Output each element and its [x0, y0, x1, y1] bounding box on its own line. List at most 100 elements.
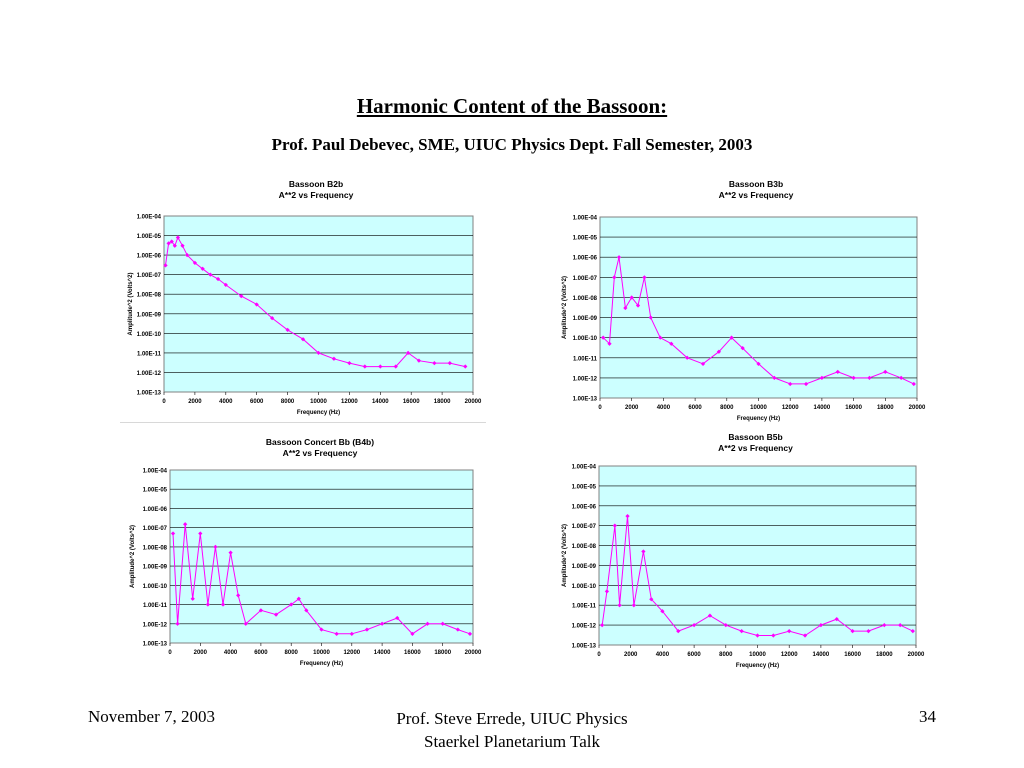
- y-tick-label: 1.00E-05: [573, 236, 598, 242]
- x-tick-label: 4000: [224, 650, 238, 656]
- y-tick-label: 1.00E-13: [143, 642, 168, 648]
- x-tick-label: 20000: [465, 650, 482, 656]
- x-tick-label: 12000: [341, 399, 358, 405]
- data-point: [364, 627, 370, 632]
- x-tick-label: 4000: [219, 399, 233, 405]
- y-tick-label: 1.00E-04: [137, 215, 162, 221]
- data-point: [192, 260, 198, 266]
- data-point: [223, 282, 228, 288]
- data-point: [700, 361, 706, 366]
- x-tick-label: 18000: [876, 652, 893, 658]
- chart-title: Bassoon B3b: [729, 179, 783, 189]
- x-tick-label: 2000: [625, 405, 639, 411]
- y-tick-label: 1.00E-10: [143, 584, 168, 590]
- y-tick-label: 1.00E-12: [573, 376, 598, 382]
- panel-separator: [120, 422, 486, 423]
- footer-page-number: 34: [919, 707, 936, 726]
- data-point: [911, 381, 916, 387]
- x-tick-label: 18000: [434, 399, 451, 405]
- x-tick-label: 16000: [404, 650, 421, 656]
- chart-b2b: Bassoon B2b A**2 vs Frequency 1.00E-04 1.00…: [118, 170, 488, 420]
- y-tick-label: 1.00E-09: [143, 565, 168, 571]
- x-tick-label: 12000: [343, 650, 360, 656]
- x-tick-label: 14000: [374, 650, 391, 656]
- x-tick-label: 8000: [281, 399, 295, 405]
- data-point: [648, 315, 653, 320]
- x-tick-label: 10000: [313, 650, 330, 656]
- y-tick-label: 1.00E-10: [573, 336, 598, 342]
- data-point: [378, 364, 383, 369]
- data-point: [612, 523, 617, 528]
- y-tick-label: 1.00E-10: [137, 332, 162, 338]
- data-point: [215, 276, 221, 282]
- data-point: [772, 375, 777, 381]
- data-point: [756, 361, 761, 366]
- x-tick-label: 18000: [434, 650, 451, 656]
- footer-date: November 7, 2003: [88, 707, 216, 726]
- x-axis-label: Frequency (Hz): [737, 416, 780, 422]
- y-tick-label: 1.00E-07: [573, 276, 598, 282]
- data-point: [463, 364, 468, 369]
- y-tick-label: 1.00E-06: [573, 256, 598, 262]
- y-tick-label: 1.00E-04: [572, 465, 597, 471]
- y-tick-label: 1.00E-11: [137, 351, 162, 357]
- x-tick-label: 6000: [688, 405, 702, 411]
- data-point: [300, 337, 306, 342]
- data-point: [617, 603, 622, 608]
- y-tick-label: 1.00E-13: [137, 391, 162, 397]
- data-point: [166, 241, 171, 246]
- y-tick-label: 1.00E-13: [572, 644, 597, 650]
- data-point: [851, 375, 856, 381]
- data-point: [319, 627, 324, 632]
- footer-venue: Staerkel Planetarium Talk: [423, 732, 600, 751]
- x-tick-label: 10000: [310, 399, 327, 405]
- y-tick-label: 1.00E-12: [137, 371, 162, 377]
- x-tick-label: 4000: [656, 652, 670, 658]
- chart-subtitle: A**2 vs Frequency: [283, 448, 358, 458]
- x-tick-label: 2000: [194, 650, 208, 656]
- data-point: [625, 514, 630, 519]
- chart-title: Bassoon B2b: [289, 179, 343, 189]
- x-axis-label: Frequency (Hz): [297, 410, 340, 416]
- x-tick-label: 20000: [465, 399, 482, 405]
- x-tick-label: 12000: [782, 405, 799, 411]
- data-point: [819, 375, 825, 381]
- x-axis-label: Frequency (Hz): [736, 663, 779, 669]
- x-tick-label: 16000: [845, 405, 862, 411]
- x-tick-label: 0: [162, 399, 166, 405]
- chart-b4b-svg: Bassoon Concert Bb (B4b)A**2 vs Frequenc…: [130, 437, 482, 667]
- x-tick-label: 0: [168, 650, 172, 656]
- x-tick-label: 8000: [719, 652, 733, 658]
- x-tick-label: 2000: [624, 652, 638, 658]
- y-tick-label: 1.00E-06: [137, 254, 162, 260]
- data-point: [755, 633, 760, 638]
- data-point: [600, 622, 605, 628]
- data-point: [208, 272, 213, 277]
- data-point: [455, 627, 460, 632]
- data-point: [331, 356, 337, 361]
- x-tick-label: 20000: [909, 405, 926, 411]
- y-tick-label: 1.00E-08: [143, 545, 168, 551]
- y-tick-label: 1.00E-10: [572, 584, 597, 590]
- data-point: [273, 612, 279, 617]
- slide-subtitle: Prof. Paul Debevec, SME, UIUC Physics De…: [271, 135, 753, 154]
- x-tick-label: 10000: [750, 405, 767, 411]
- data-point: [691, 622, 697, 628]
- y-tick-label: 1.00E-06: [572, 504, 597, 510]
- data-point: [616, 255, 622, 260]
- y-tick-label: 1.00E-09: [572, 564, 597, 570]
- plot-area: [599, 216, 918, 399]
- y-axis-label: Amplitude^2 (Volts^2): [562, 524, 568, 587]
- y-tick-label: 1.00E-04: [143, 469, 168, 475]
- y-axis-label: Amplitude^2 (Volts^2): [128, 273, 134, 336]
- data-point: [393, 364, 398, 369]
- data-point: [349, 631, 354, 636]
- x-tick-label: 6000: [687, 652, 701, 658]
- data-point: [740, 346, 745, 351]
- x-tick-label: 2000: [188, 399, 202, 405]
- y-tick-label: 1.00E-05: [143, 488, 168, 494]
- x-tick-label: 14000: [813, 652, 830, 658]
